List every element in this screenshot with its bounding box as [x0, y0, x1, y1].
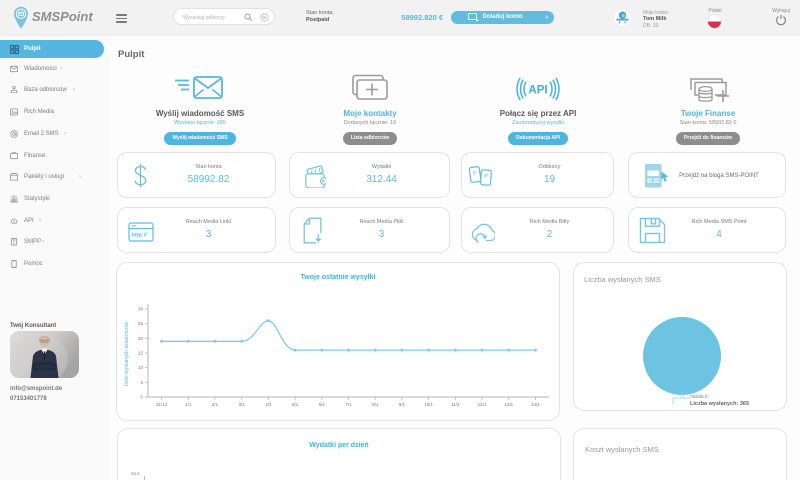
svg-text:5/1: 5/1 — [292, 402, 299, 407]
svg-text:10/1: 10/1 — [424, 402, 433, 407]
svg-text:10: 10 — [138, 365, 144, 370]
svg-text:http://: http:// — [132, 233, 148, 239]
svg-text:0: 0 — [140, 395, 143, 400]
svg-text:14/1: 14/1 — [531, 402, 540, 407]
svg-text:20: 20 — [138, 336, 144, 341]
svg-text:7/1: 7/1 — [345, 402, 352, 407]
svg-text:3/1: 3/1 — [239, 402, 246, 407]
svg-text:11/1: 11/1 — [451, 402, 460, 407]
svg-text:15: 15 — [138, 351, 144, 356]
svg-text:9/1: 9/1 — [399, 402, 406, 407]
svg-text:12/1: 12/1 — [478, 402, 487, 407]
svg-text:13/1: 13/1 — [504, 402, 513, 407]
svg-text:8/1: 8/1 — [372, 402, 379, 407]
svg-text:6/1: 6/1 — [319, 402, 326, 407]
svg-text:2/1: 2/1 — [212, 402, 219, 407]
svg-text:5: 5 — [140, 380, 143, 385]
svg-text:Ilość wysłanych wiadomości: Ilość wysłanych wiadomości — [124, 321, 130, 386]
svg-text:API: API — [528, 85, 547, 97]
svg-text:30: 30 — [138, 307, 144, 312]
svg-text:4/1: 4/1 — [265, 402, 272, 407]
svg-text:25: 25 — [138, 321, 144, 326]
svg-text:1/1: 1/1 — [185, 402, 192, 407]
svg-text:31/12: 31/12 — [156, 402, 168, 407]
